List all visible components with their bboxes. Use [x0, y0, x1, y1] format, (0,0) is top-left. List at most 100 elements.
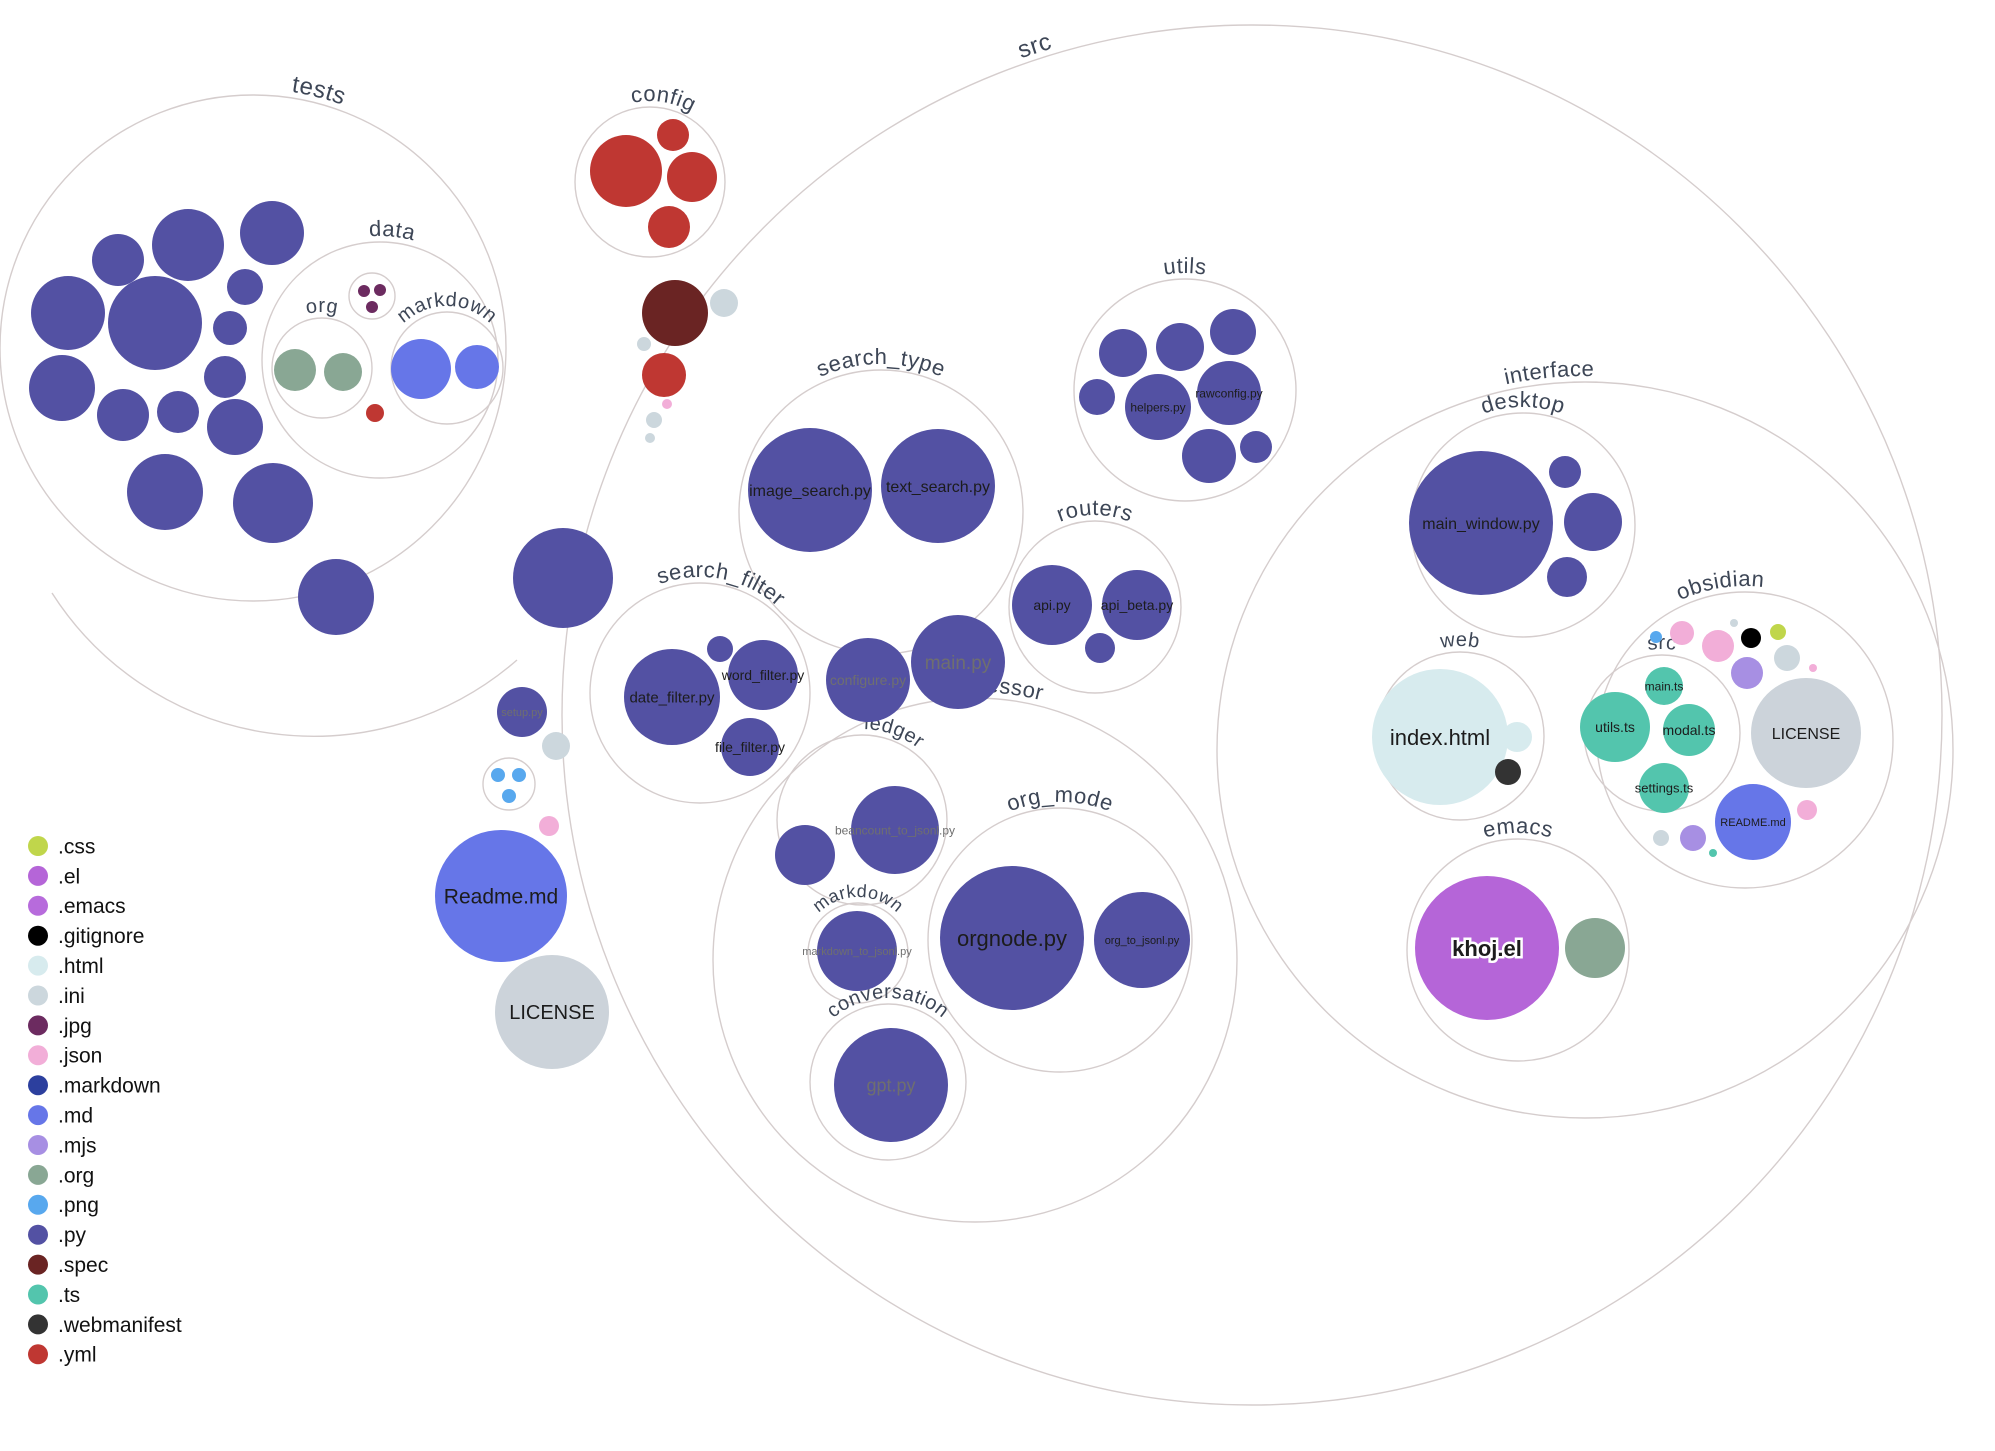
file-circle — [29, 355, 95, 421]
file-circle — [642, 280, 708, 346]
file-circle — [31, 276, 105, 350]
file-circle — [274, 349, 316, 391]
folder-markdown-circle — [390, 311, 504, 425]
file-circle — [502, 789, 516, 803]
file-circle — [1770, 624, 1786, 640]
folder-ledger-circle — [776, 734, 948, 906]
folder-data-label: data — [369, 216, 419, 246]
legend-swatch-ts — [28, 1284, 48, 1305]
file-settings-ts — [1639, 763, 1689, 813]
folder-org-circle — [271, 317, 373, 419]
file-circle — [1547, 557, 1587, 597]
file-labels-layer: setup.py Readme.md LICENSE configure.py main… — [444, 386, 1840, 1095]
legend-label-css: .css — [58, 835, 95, 858]
file-circle — [1670, 621, 1694, 645]
legend-item-org: .org — [28, 1164, 94, 1187]
file-circle — [207, 399, 263, 455]
legend-item-mjs: .mjs — [28, 1134, 97, 1157]
legend-swatch-py — [28, 1224, 48, 1245]
file-utils-ts — [1580, 692, 1650, 762]
legend-swatch-gitignore — [28, 925, 48, 946]
file-label-orgnode-py: orgnode.py — [957, 926, 1067, 951]
file-circle — [324, 353, 362, 391]
legend-swatch-html — [28, 955, 48, 976]
folder-tests-circle — [0, 94, 507, 602]
folder-markdown-label: markdown — [393, 289, 501, 328]
legend-item-markdown: .markdown — [28, 1075, 161, 1098]
file-label-markdown-to-jsonl-py: markdown_to_jsonl.py — [802, 946, 912, 958]
file-circle — [645, 433, 655, 443]
file-readme-md — [1715, 784, 1791, 860]
file-circle — [204, 356, 246, 398]
legend-label-py: .py — [58, 1224, 87, 1247]
file-file-filter-py — [721, 718, 779, 776]
file-label-file-filter-py: file_filter.py — [715, 739, 785, 755]
file-gpt-py — [834, 1028, 948, 1142]
folder-search-filter-circle — [589, 582, 811, 804]
legend-swatch-json — [28, 1045, 48, 1066]
file-label-readme-md: README.md — [1720, 817, 1785, 829]
file-circle — [157, 391, 199, 433]
file-circle — [513, 528, 613, 628]
file-label-readme-md: Readme.md — [444, 886, 558, 909]
file-circles-layer — [29, 119, 1861, 1142]
file-configure-py — [826, 638, 910, 722]
legend-label-webmanifest: .webmanifest — [58, 1314, 182, 1337]
legend-item-css: .css — [28, 835, 95, 858]
file-main-window-py — [1409, 451, 1553, 595]
legend-label-org: .org — [58, 1164, 94, 1187]
file-label-helpers-py: helpers.py — [1130, 400, 1185, 414]
legend-label-el: .el — [58, 865, 80, 888]
file-circle — [1564, 493, 1622, 551]
file-text-search-py — [881, 429, 995, 543]
file-circle — [648, 206, 690, 248]
folder-src-circle — [561, 24, 1943, 1406]
legend-item-emacs: .emacs — [28, 895, 126, 918]
file-circle — [667, 152, 717, 202]
file-circle — [657, 119, 689, 151]
file-circle — [1565, 918, 1625, 978]
file-label-gpt-py: gpt.py — [866, 1075, 915, 1095]
folder-src-label: src — [1014, 28, 1054, 64]
extension-legend: .css .el .emacs .gitignore .html .ini .jpg .jso… — [28, 835, 182, 1367]
file-label-khoj-el: khoj.el — [1452, 936, 1522, 961]
file-circle — [127, 454, 203, 530]
legend-swatch-emacs — [28, 895, 48, 916]
legend-swatch-spec — [28, 1254, 48, 1275]
file-circle — [366, 404, 384, 422]
file-circle — [642, 353, 686, 397]
folder-utils-label: utils — [1162, 253, 1208, 280]
legend-label-json: .json — [58, 1045, 102, 1068]
file-circle — [1774, 645, 1800, 671]
file-label-setup-py: setup.py — [501, 707, 543, 719]
legend-item-py: .py — [28, 1224, 87, 1247]
file-label-index-html: index.html — [1390, 725, 1490, 750]
file-modal-ts — [1663, 704, 1715, 756]
folder-interface-circle — [1216, 381, 1954, 1119]
legend-label-gitignore: .gitignore — [58, 925, 144, 948]
legend-label-ini: .ini — [58, 985, 85, 1008]
legend-swatch-markdown — [28, 1075, 48, 1096]
file-khoj-el — [1415, 876, 1559, 1020]
legend-item-gitignore: .gitignore — [28, 925, 144, 948]
file-circle — [1495, 759, 1521, 785]
file-label-main-window-py: main_window.py — [1422, 516, 1539, 533]
legend-item-spec: .spec — [28, 1254, 108, 1277]
legend-swatch-png — [28, 1194, 48, 1215]
file-main-py — [911, 615, 1005, 709]
file-circle — [775, 825, 835, 885]
file-beancount-to-jsonl-py — [851, 786, 939, 874]
file-rawconfig-py — [1197, 361, 1261, 425]
legend-item-jpg: .jpg — [28, 1015, 92, 1038]
file-circle — [298, 559, 374, 635]
file-circle — [1741, 628, 1761, 648]
legend-label-yml: .yml — [58, 1344, 97, 1367]
tests-outer-swoop — [51, 592, 518, 737]
file-circle — [1156, 323, 1204, 371]
legend-item-yml: .yml — [28, 1344, 97, 1367]
folder-obsidian-label: obsidian — [1672, 566, 1765, 605]
legend-label-emacs: .emacs — [58, 895, 126, 918]
legend-label-spec: .spec — [58, 1254, 108, 1277]
legend-item-png: .png — [28, 1194, 99, 1217]
file-label-license: LICENSE — [1772, 726, 1840, 743]
